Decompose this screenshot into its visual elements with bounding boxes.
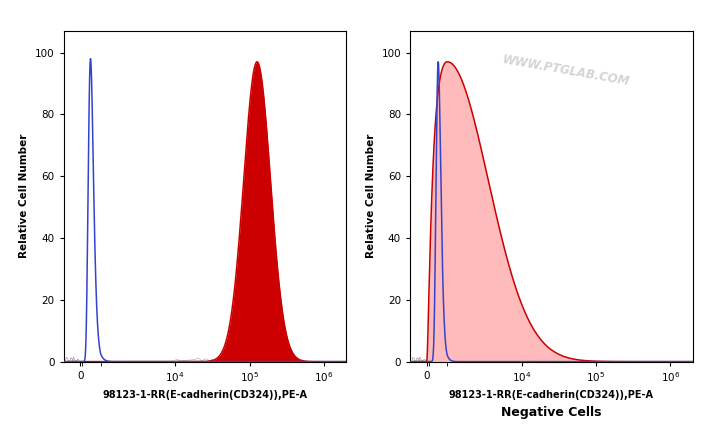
X-axis label: 98123-1-RR(E-cadherin(CD324)),PE-A: 98123-1-RR(E-cadherin(CD324)),PE-A [103,390,308,400]
Y-axis label: Relative Cell Number: Relative Cell Number [19,134,30,258]
Text: WWW.PTGLAB.COM: WWW.PTGLAB.COM [501,53,631,88]
X-axis label: 98123-1-RR(E-cadherin(CD324)),PE-A: 98123-1-RR(E-cadherin(CD324)),PE-A [449,390,654,400]
Y-axis label: Relative Cell Number: Relative Cell Number [366,134,376,258]
Text: Negative Cells: Negative Cells [501,406,602,419]
